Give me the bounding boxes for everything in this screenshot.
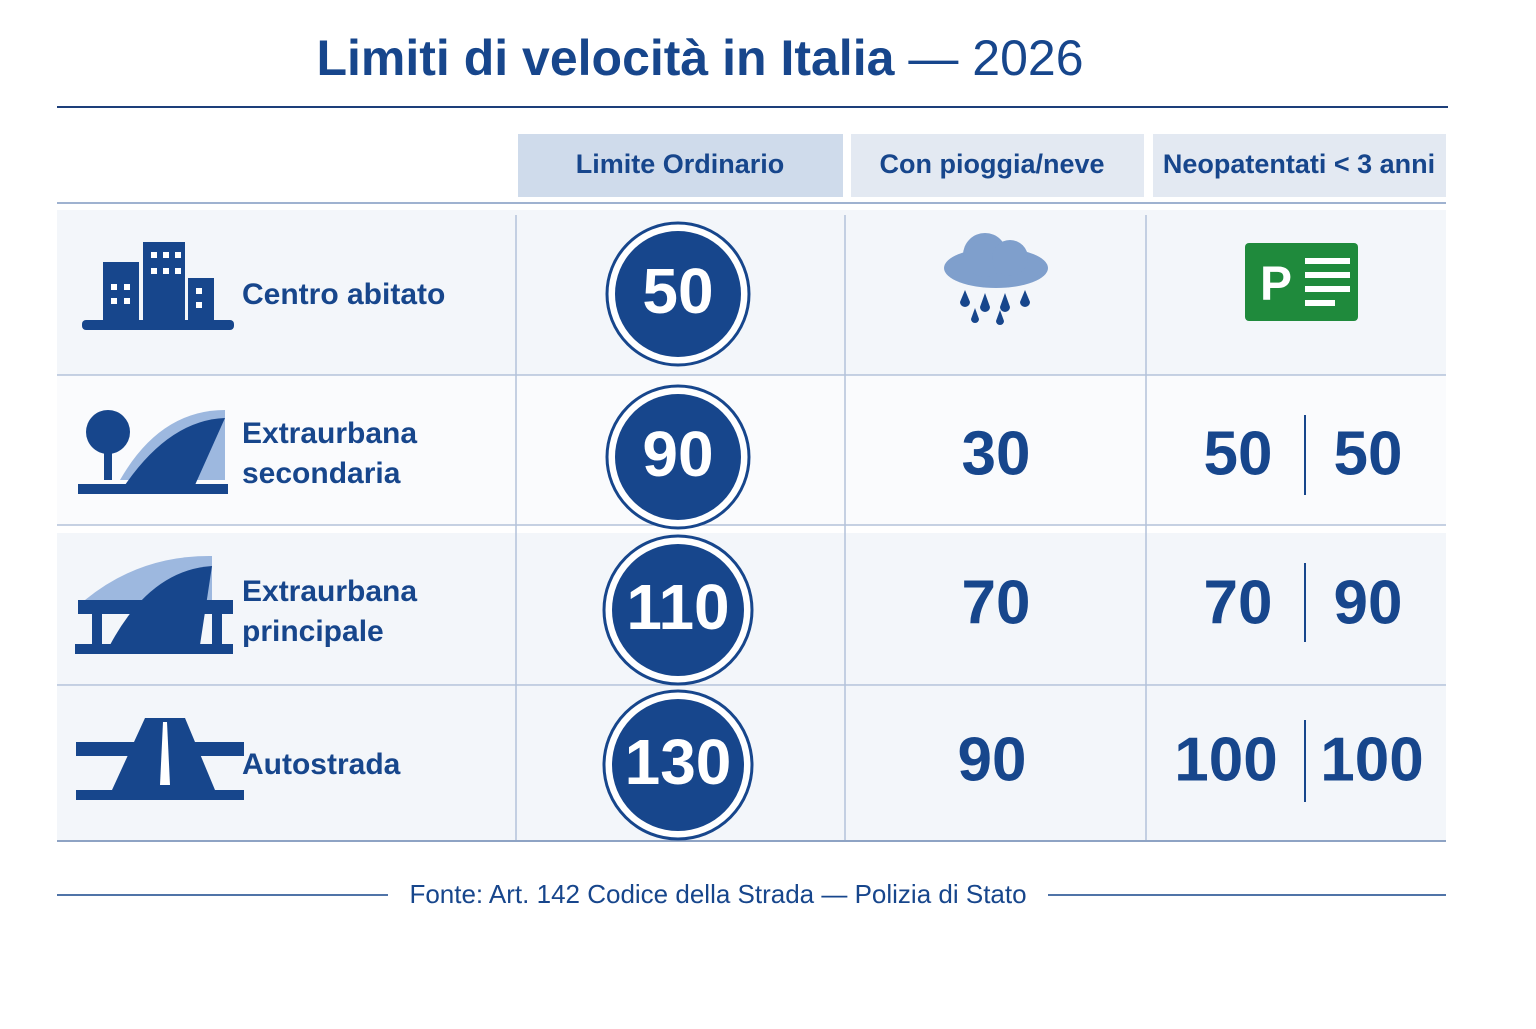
sign-inner <box>615 231 741 357</box>
novice-limit: 50 <box>1204 419 1273 488</box>
sign-value: 90 <box>642 418 713 490</box>
row-bg <box>57 210 1446 375</box>
row-label: Extraurbana <box>242 417 417 450</box>
novice-limit: 70 <box>1204 568 1273 637</box>
title-main: Limiti di velocità in Italia <box>316 30 895 86</box>
grid <box>57 215 1446 842</box>
speed-signs: 50 90 110 130 <box>602 221 754 841</box>
secondary-road-icon <box>78 410 228 494</box>
novice-limit: 50 <box>1334 419 1403 488</box>
sign-inner <box>615 394 741 520</box>
novice-limit: 100 <box>1320 725 1423 794</box>
header-cell <box>518 134 843 197</box>
header-label: Con pioggia/neve <box>879 149 1104 179</box>
sign-inner <box>612 699 744 831</box>
header-cell <box>851 134 1144 197</box>
row-label: Extraurbana <box>242 575 417 608</box>
row-bg <box>57 376 1446 525</box>
city-icon <box>82 242 234 330</box>
header-cell <box>1153 134 1446 197</box>
row-label: secondaria <box>242 457 401 490</box>
row-label: Centro abitato <box>242 278 445 311</box>
main-road-icon <box>75 555 233 654</box>
sign-value: 50 <box>642 255 713 327</box>
sign-inner <box>612 544 744 676</box>
motorway-icon <box>76 718 244 800</box>
rain-limit: 70 <box>962 568 1031 637</box>
sign-value: 130 <box>625 726 732 798</box>
header-label: Neopatentati < 3 anni <box>1163 149 1435 179</box>
novice-limit: 90 <box>1334 568 1403 637</box>
svg-text:P: P <box>1260 258 1292 311</box>
sign-value: 110 <box>626 571 729 643</box>
novice-limit: 100 <box>1174 725 1277 794</box>
row-label: principale <box>242 615 384 648</box>
rain-limit: 30 <box>962 419 1031 488</box>
row-label: Autostrada <box>242 748 401 781</box>
header-label: Limite Ordinario <box>576 149 785 179</box>
p-sign-icon: P <box>1245 243 1358 321</box>
rain-limit: 90 <box>958 725 1027 794</box>
title: Limiti di velocità in Italia — 2026 <box>316 30 1083 86</box>
title-suffix: — 2026 <box>908 30 1083 86</box>
rain-icon <box>944 233 1048 325</box>
source: Fonte: Art. 142 Codice della Strada — Po… <box>409 879 1026 909</box>
